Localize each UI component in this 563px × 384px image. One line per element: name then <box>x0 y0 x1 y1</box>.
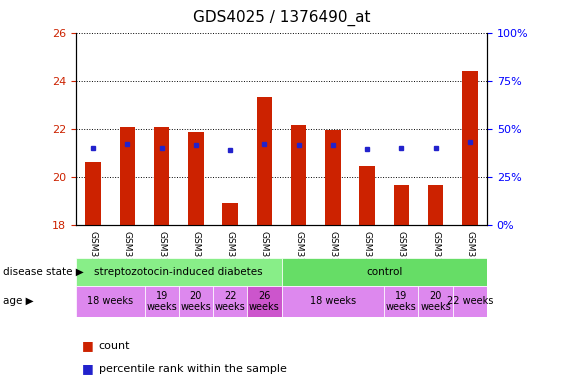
Bar <box>462 71 477 225</box>
Bar <box>453 286 487 317</box>
Text: 22
weeks: 22 weeks <box>215 291 245 312</box>
Bar <box>257 98 272 225</box>
Text: 26
weeks: 26 weeks <box>249 291 280 312</box>
Text: 22 weeks: 22 weeks <box>446 296 493 306</box>
Text: 18 weeks: 18 weeks <box>310 296 356 306</box>
Bar <box>325 130 341 225</box>
Text: streptozotocin-induced diabetes: streptozotocin-induced diabetes <box>95 267 263 277</box>
Text: 20
weeks: 20 weeks <box>181 291 211 312</box>
Text: 19
weeks: 19 weeks <box>146 291 177 312</box>
Bar <box>282 286 384 317</box>
Text: 18 weeks: 18 weeks <box>87 296 133 306</box>
Bar <box>213 286 247 317</box>
Bar <box>76 258 282 286</box>
Text: 20
weeks: 20 weeks <box>420 291 451 312</box>
Bar <box>86 162 101 225</box>
Bar <box>154 127 169 225</box>
Bar <box>145 286 179 317</box>
Text: ■: ■ <box>82 339 93 352</box>
Text: GDS4025 / 1376490_at: GDS4025 / 1376490_at <box>193 10 370 26</box>
Bar <box>76 286 145 317</box>
Text: count: count <box>99 341 130 351</box>
Text: ■: ■ <box>82 362 93 375</box>
Bar <box>120 127 135 225</box>
Text: disease state ▶: disease state ▶ <box>3 267 83 277</box>
Bar <box>291 125 306 225</box>
Bar <box>359 166 375 225</box>
Bar <box>222 203 238 225</box>
Bar <box>188 132 204 225</box>
Text: age ▶: age ▶ <box>3 296 33 306</box>
Bar <box>384 286 418 317</box>
Text: 19
weeks: 19 weeks <box>386 291 417 312</box>
Text: percentile rank within the sample: percentile rank within the sample <box>99 364 287 374</box>
Text: control: control <box>366 267 403 277</box>
Bar <box>394 185 409 225</box>
Bar <box>179 286 213 317</box>
Bar <box>418 286 453 317</box>
Bar <box>282 258 487 286</box>
Bar <box>247 286 282 317</box>
Bar <box>428 185 443 225</box>
